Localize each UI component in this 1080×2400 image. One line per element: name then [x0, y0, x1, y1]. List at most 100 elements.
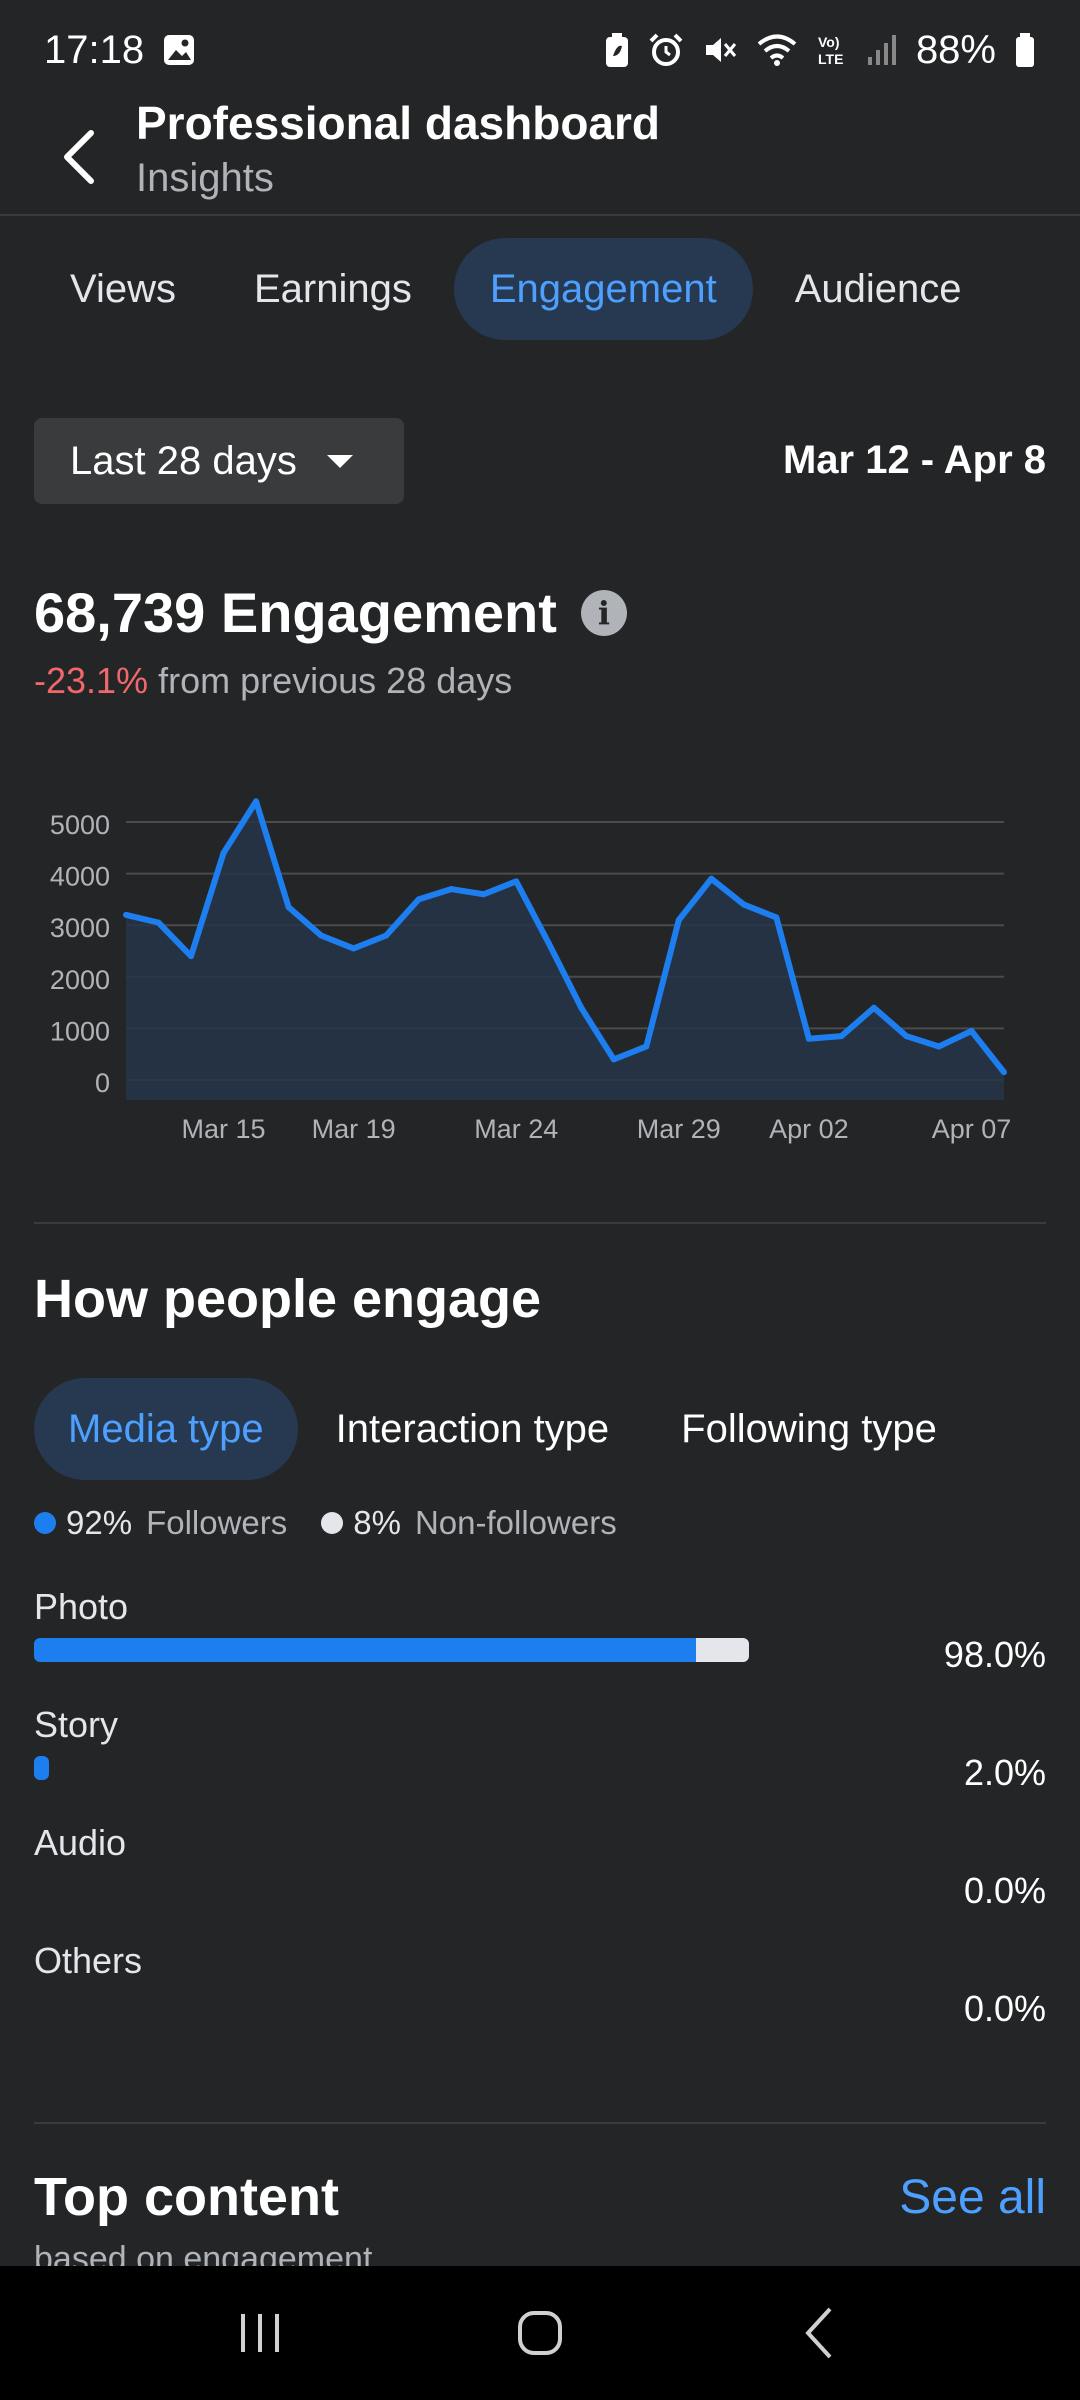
media-percent: 0.0%: [963, 1988, 1046, 2029]
data-point: [545, 940, 552, 947]
data-point: [123, 911, 129, 918]
engagement-chart: 0 1000 2000 3000 4000 5000 Mar 15 Mar 19 Mar 24 M…: [50, 798, 1012, 1144]
see-all-link[interactable]: See all: [899, 2171, 1046, 2224]
x-tick-label: Apr 02: [769, 1114, 849, 1144]
data-point: [675, 917, 682, 924]
legend-non-followers: 8% Non-followers: [321, 1504, 617, 1542]
media-bar: [34, 1638, 750, 1662]
media-row-photo: Photo 98.0%: [34, 1586, 1046, 1696]
x-tick-label: Mar 15: [182, 1114, 266, 1144]
svg-text:Vo): Vo): [818, 34, 840, 50]
engage-subtabs: Media type Interaction type Following ty…: [34, 1378, 971, 1480]
data-point: [1001, 1069, 1007, 1076]
non-followers-percent: 8%: [353, 1504, 401, 1541]
subtab-media-type[interactable]: Media type: [34, 1378, 298, 1480]
x-tick-label: Mar 29: [637, 1114, 721, 1144]
system-back-icon: [805, 2307, 832, 2359]
media-label: Others: [34, 1940, 143, 1981]
non-followers-dot: [321, 1512, 344, 1534]
data-point: [415, 896, 422, 903]
media-percent: 0.0%: [963, 1870, 1046, 1911]
subtab-following-type[interactable]: Following type: [681, 1406, 937, 1451]
media-row-others: Others 0.0%: [34, 1940, 1046, 2050]
signal-icon: [866, 33, 898, 67]
followers-dot: [34, 1512, 56, 1534]
data-point: [578, 1004, 585, 1011]
y-tick-label: 4000: [50, 862, 110, 892]
home-button[interactable]: [480, 2283, 600, 2383]
media-label: Audio: [34, 1822, 127, 1863]
subtab-interaction-type[interactable]: Interaction type: [335, 1406, 610, 1451]
data-point: [188, 953, 195, 960]
divider: [34, 1222, 1046, 1224]
wifi-icon: [756, 32, 798, 68]
data-point: [903, 1033, 910, 1040]
y-tick-label: 3000: [50, 913, 110, 943]
battery-percent: 88%: [915, 27, 996, 72]
info-icon[interactable]: i: [580, 589, 627, 636]
data-point: [285, 904, 292, 911]
data-point: [708, 875, 715, 882]
data-point: [935, 1043, 942, 1050]
data-point: [155, 919, 162, 926]
caret-down-icon: [326, 454, 353, 468]
media-row-story: Story 2.0%: [34, 1704, 1046, 1814]
x-tick-label: Mar 24: [474, 1114, 558, 1144]
media-percent: 98.0%: [943, 1634, 1046, 1675]
data-point: [350, 945, 357, 952]
data-point: [610, 1056, 617, 1063]
back-arrow-icon: [64, 130, 94, 184]
media-label: Story: [34, 1704, 119, 1745]
engagement-total: 68,739 Engagement: [34, 581, 557, 644]
change-suffix: from previous 28 days: [158, 660, 513, 701]
non-followers-label: Non-followers: [414, 1504, 617, 1541]
data-point: [773, 914, 780, 921]
back-button[interactable]: [54, 122, 104, 192]
page-title: Professional dashboard: [136, 97, 661, 149]
alarm-icon: [648, 32, 684, 68]
system-nav-bar: [0, 2266, 1080, 2400]
data-point: [740, 901, 747, 908]
engagement-line: [125, 798, 1007, 1075]
battery-saver-icon: [604, 32, 630, 68]
data-point: [968, 1027, 975, 1034]
data-point: [643, 1043, 650, 1050]
date-range-dropdown[interactable]: Last 28 days: [34, 418, 404, 504]
status-time: 17:18: [44, 27, 145, 72]
legend-followers: 92% Followers: [34, 1504, 287, 1542]
divider: [34, 2122, 1046, 2124]
data-point: [448, 886, 455, 893]
date-range-text: Mar 12 - Apr 8: [782, 438, 1046, 482]
followers-legend: 92% Followers 8% Non-followers: [34, 1504, 617, 1542]
data-point: [383, 932, 390, 939]
followers-label: Followers: [146, 1504, 288, 1541]
data-point: [318, 932, 325, 939]
data-point: [870, 1004, 877, 1011]
tab-engagement[interactable]: Engagement: [453, 238, 753, 340]
data-point: [513, 878, 520, 885]
y-tick-label: 0: [95, 1068, 110, 1098]
data-point: [480, 891, 487, 898]
non-followers-bar-segment: [696, 1638, 750, 1662]
y-tick-label: 1000: [50, 1016, 110, 1046]
top-content-title: Top content: [34, 2167, 339, 2227]
tab-views[interactable]: Views: [70, 266, 176, 311]
media-row-audio: Audio 0.0%: [34, 1822, 1046, 1932]
engagement-metric: 68,739 Engagement i: [34, 580, 627, 645]
volte-icon: Vo) LTE: [816, 32, 848, 68]
x-tick-label: Apr 07: [932, 1114, 1012, 1144]
recent-apps-button[interactable]: [200, 2283, 320, 2383]
date-range-label: Last 28 days: [70, 438, 297, 483]
tab-audience[interactable]: Audience: [794, 266, 962, 311]
gallery-icon: [162, 33, 196, 67]
system-back-button[interactable]: [760, 2283, 880, 2383]
data-point: [805, 1035, 812, 1042]
change-percent: -23.1%: [34, 660, 149, 701]
insights-tabs: Views Earnings Engagement Audience: [34, 238, 998, 340]
page-subtitle: Insights: [136, 156, 274, 200]
tab-earnings[interactable]: Earnings: [253, 266, 412, 311]
mute-icon: [702, 32, 738, 68]
home-icon: [518, 2311, 562, 2355]
y-tick-label: 5000: [50, 810, 110, 840]
media-percent: 2.0%: [963, 1752, 1046, 1793]
